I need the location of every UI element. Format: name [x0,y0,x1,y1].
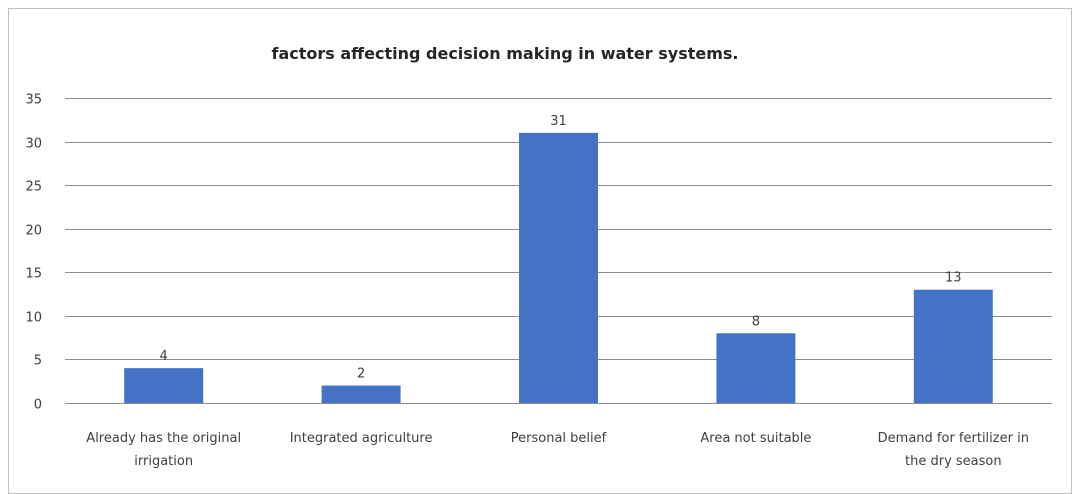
x-category-label: Already has the original irrigation [86,431,241,469]
y-tick-label: 35 [25,93,42,108]
x-category-label: Integrated agriculture [290,431,433,446]
data-labels: 4 2 31 8 13 [160,114,962,382]
y-tick-label: 15 [25,267,42,282]
x-category-label: Personal belief [511,431,607,446]
x-axis-categories: Already has the original irrigation Integr… [86,431,1029,469]
x-category-label: Demand for fertilizer in the dry season [878,431,1029,469]
data-label: 4 [160,349,168,364]
y-tick-label: 30 [25,137,42,152]
bar [519,132,598,403]
data-label: 13 [945,271,962,286]
bar [716,333,796,403]
y-axis-ticks: 0 5 10 15 20 25 30 35 [25,93,42,413]
y-tick-label: 20 [25,224,42,239]
chart-title: factors affecting decision making in wat… [272,44,739,63]
y-tick-label: 25 [25,180,42,195]
data-label: 2 [357,367,365,382]
x-category-label: Area not suitable [700,431,811,446]
bar [321,385,401,403]
bars [124,132,993,403]
bar [913,289,993,403]
data-label: 31 [550,114,567,129]
y-tick-label: 0 [34,398,42,413]
bar [124,368,204,403]
data-label: 8 [752,314,760,329]
y-tick-label: 10 [25,311,42,326]
y-tick-label: 5 [34,354,42,369]
